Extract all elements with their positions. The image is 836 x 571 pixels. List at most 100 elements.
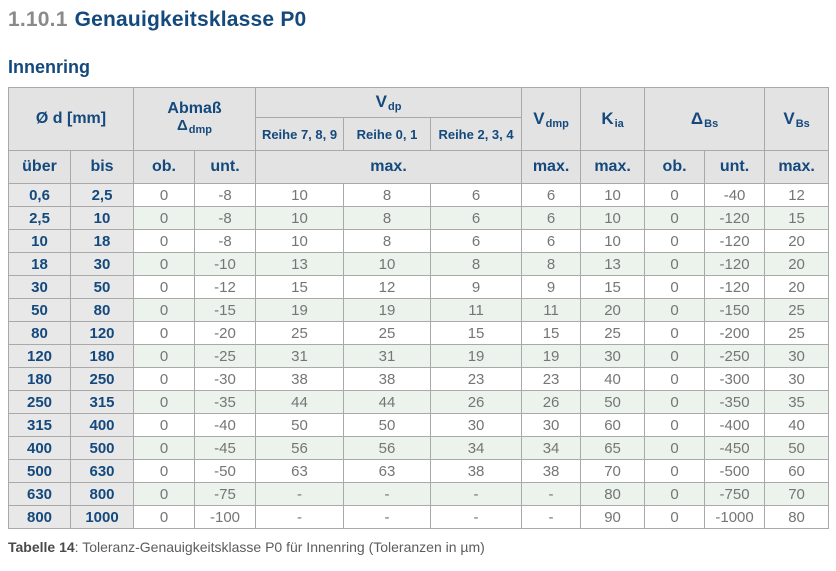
- cell-vbs: 40: [764, 413, 830, 437]
- cell-vdp-reihe01: 8: [343, 229, 432, 253]
- cell-bis: 800: [70, 482, 134, 506]
- cell-vdp-reihe01: -: [343, 482, 432, 506]
- cell-kia: 25: [580, 321, 646, 345]
- cell-vbs: 20: [764, 275, 830, 299]
- cell-bis: 180: [70, 344, 134, 368]
- table-row: 2,5 10 0 -8 10 8 6 6 10 0 -120 15: [8, 206, 830, 230]
- cell-vdp-reihe789: 13: [255, 252, 345, 276]
- cell-bis: 500: [70, 436, 134, 460]
- cell-vdp-reihe234: 23: [430, 367, 523, 391]
- cell-vdp-reihe01: 8: [343, 206, 432, 230]
- cell-kia: 70: [580, 459, 646, 483]
- cell-ueber: 120: [8, 344, 71, 368]
- cell-dbs-ob: 0: [644, 436, 706, 460]
- cell-vdp-reihe789: 10: [255, 183, 345, 207]
- cell-abmass-unt: -8: [193, 206, 257, 230]
- header-sub-row: über bis ob. unt. max. max. max. ob. unt…: [8, 150, 830, 184]
- cell-vdp-reihe01: 8: [343, 183, 432, 207]
- cell-dbs-unt: -120: [704, 275, 766, 299]
- cell-vdp-reihe789: 15: [255, 275, 345, 299]
- cell-vdmp: 9: [521, 275, 582, 299]
- cell-abmass-ob: 0: [133, 321, 195, 345]
- cell-abmass-ob: 0: [133, 344, 195, 368]
- cell-vdp-reihe01: 50: [343, 413, 432, 437]
- cell-kia: 13: [580, 252, 646, 276]
- cell-vdp-reihe234: -: [430, 505, 523, 529]
- cell-vdp-reihe234: 34: [430, 436, 523, 460]
- subheader-vdmp-max: max.: [521, 150, 582, 184]
- cell-bis: 2,5: [70, 183, 134, 207]
- cell-vdp-reihe01: 63: [343, 459, 432, 483]
- cell-bis: 30: [70, 252, 134, 276]
- cell-dbs-ob: 0: [644, 321, 706, 345]
- cell-abmass-unt: -12: [193, 275, 257, 299]
- cell-vbs: 25: [764, 321, 830, 345]
- col-header-abmass: Abmaß Δdmp: [132, 87, 257, 151]
- cell-abmass-ob: 0: [133, 183, 195, 207]
- page-title-number: 1.10.1: [8, 8, 68, 31]
- cell-dbs-unt: -750: [704, 482, 766, 506]
- cell-vbs: 30: [764, 367, 830, 391]
- cell-vdp-reihe01: 31: [343, 344, 432, 368]
- cell-vdmp: 11: [521, 298, 582, 322]
- cell-vbs: 25: [764, 298, 830, 322]
- col-header-vdmp: Vdmp: [521, 87, 582, 151]
- cell-abmass-unt: -40: [193, 413, 257, 437]
- cell-vdp-reihe789: -: [255, 505, 345, 529]
- cell-abmass-ob: 0: [133, 459, 195, 483]
- cell-kia: 15: [580, 275, 646, 299]
- cell-kia: 30: [580, 344, 646, 368]
- cell-vbs: 20: [764, 252, 830, 276]
- cell-bis: 18: [70, 229, 134, 253]
- cell-ueber: 315: [8, 413, 71, 437]
- cell-vdp-reihe01: -: [343, 505, 432, 529]
- table-row: 800 1000 0 -100- - - -90 0 -1000 80: [8, 505, 830, 529]
- cell-vdp-reihe01: 38: [343, 367, 432, 391]
- cell-vbs: 20: [764, 229, 830, 253]
- cell-abmass-ob: 0: [133, 390, 195, 414]
- cell-ueber: 10: [8, 229, 71, 253]
- header-reihe-row: Reihe 7, 8, 9 Reihe 0, 1 Reihe 2, 3, 4: [9, 117, 829, 151]
- cell-abmass-unt: -30: [193, 367, 257, 391]
- table-caption-text: : Toleranz-Genauigkeitsklasse P0 für Inn…: [74, 539, 485, 555]
- cell-vdp-reihe01: 25: [343, 321, 432, 345]
- cell-dbs-ob: 0: [644, 275, 706, 299]
- subheader-vdp-max: max.: [255, 150, 523, 184]
- cell-vdp-reihe789: 56: [255, 436, 345, 460]
- cell-dbs-unt: -300: [704, 367, 766, 391]
- cell-dbs-unt: -500: [704, 459, 766, 483]
- cell-vbs: 30: [764, 344, 830, 368]
- cell-kia: 10: [580, 183, 646, 207]
- cell-vdp-reihe789: 19: [255, 298, 345, 322]
- cell-vdp-reihe789: 50: [255, 413, 345, 437]
- cell-kia: 60: [580, 413, 646, 437]
- cell-abmass-ob: 0: [133, 505, 195, 529]
- cell-bis: 400: [70, 413, 134, 437]
- cell-vdmp: 26: [521, 390, 582, 414]
- cell-dbs-ob: 0: [644, 344, 706, 368]
- cell-kia: 50: [580, 390, 646, 414]
- cell-bis: 250: [70, 367, 134, 391]
- col-header-delta-bs: ΔBs: [644, 87, 766, 151]
- header-group-row: Ø d [mm] Abmaß Δdmp Vdp Vdmp Kia ΔBs VBs: [8, 87, 830, 151]
- cell-ueber: 250: [8, 390, 71, 414]
- cell-vdmp: 6: [521, 183, 582, 207]
- cell-abmass-ob: 0: [133, 436, 195, 460]
- col-header-reihe-789: Reihe 7, 8, 9: [255, 117, 345, 151]
- cell-vdmp: 6: [521, 229, 582, 253]
- cell-dbs-ob: 0: [644, 229, 706, 253]
- cell-vdp-reihe234: 6: [430, 229, 523, 253]
- col-header-diameter: Ø d [mm]: [8, 87, 134, 151]
- cell-abmass-ob: 0: [133, 482, 195, 506]
- cell-vdmp: -: [521, 482, 582, 506]
- cell-ueber: 2,5: [8, 206, 71, 230]
- cell-dbs-unt: -350: [704, 390, 766, 414]
- table-row: 50 80 0 -15 19 19 11 11 20 0 -150 25: [8, 298, 830, 322]
- cell-vdp-reihe234: 8: [430, 252, 523, 276]
- subheader-kia-max: max.: [580, 150, 646, 184]
- cell-bis: 10: [70, 206, 134, 230]
- cell-vdmp: -: [521, 505, 582, 529]
- cell-vdp-reihe789: 38: [255, 367, 345, 391]
- table-row: 400 500 0 -45 56 56 34 34 65 0 -450 50: [8, 436, 830, 460]
- cell-abmass-unt: -100: [193, 505, 257, 529]
